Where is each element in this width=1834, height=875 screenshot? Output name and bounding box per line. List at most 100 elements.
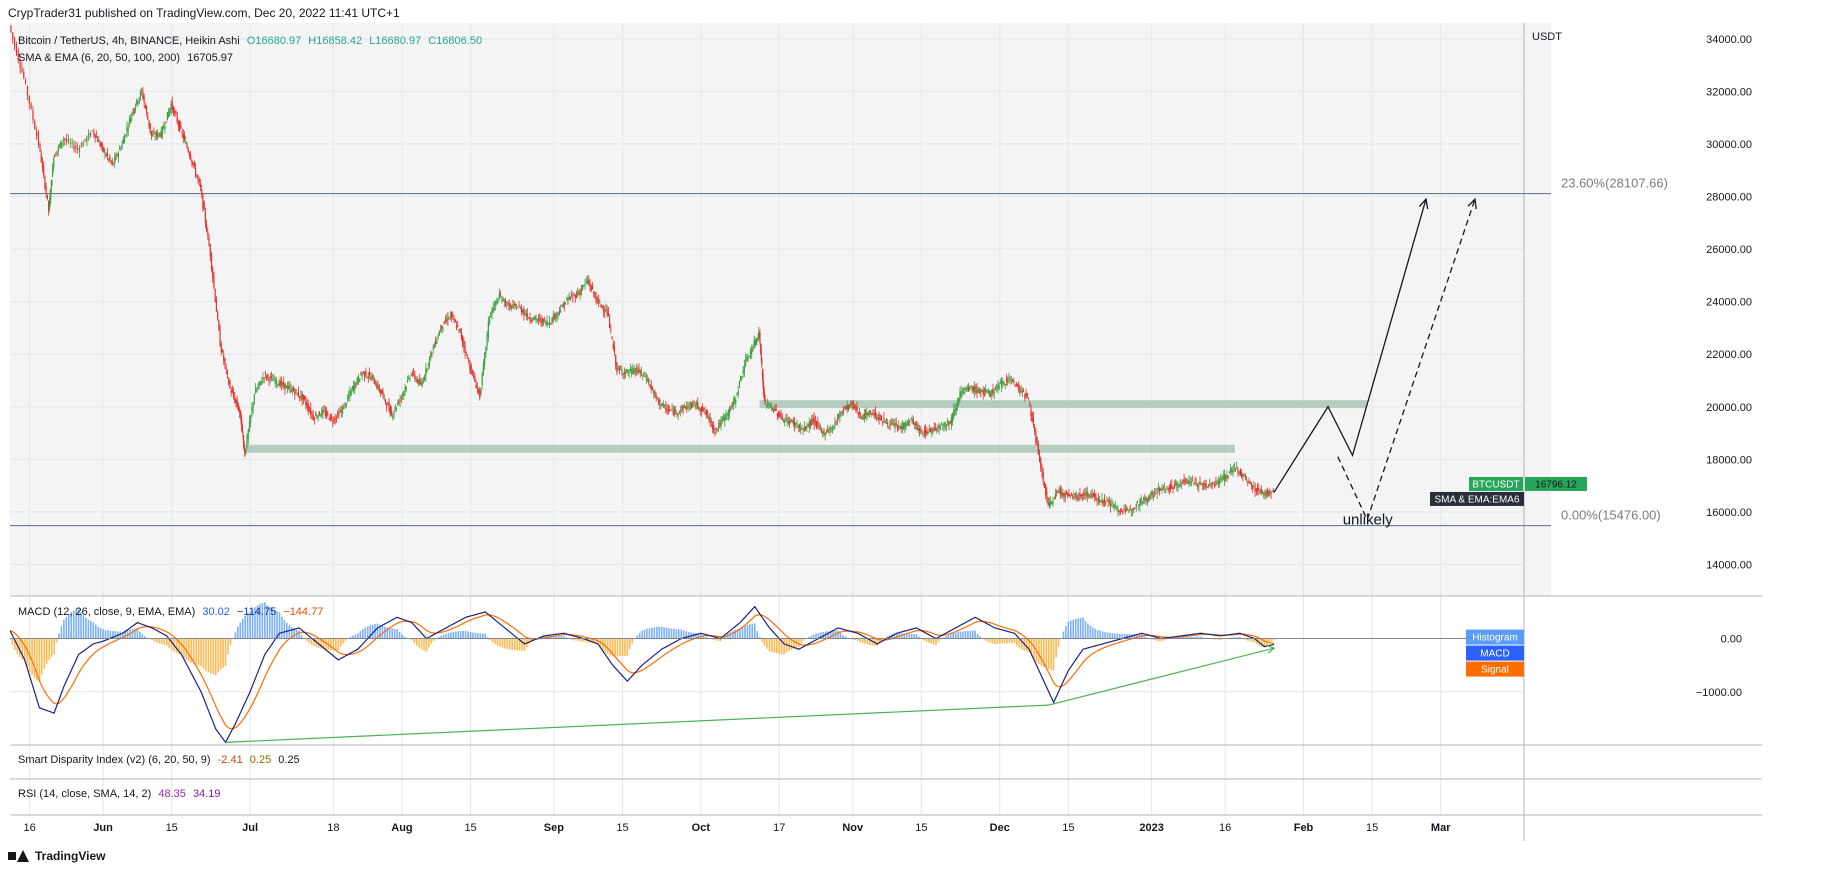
- candle-body: [400, 396, 402, 398]
- candle-body: [214, 289, 216, 302]
- sdi-legend[interactable]: Smart Disparity Index (v2) (6, 20, 50, 9…: [18, 754, 304, 766]
- macd-histogram-bar: [641, 630, 643, 639]
- candle-body: [923, 430, 926, 432]
- macd-histogram-bar: [1268, 638, 1271, 644]
- macd-histogram-bar: [251, 609, 254, 639]
- candle-body: [305, 401, 307, 406]
- candle-body: [250, 415, 252, 423]
- candle-body: [888, 426, 890, 428]
- projection-alt-path[interactable]: [1337, 198, 1476, 522]
- candle-body: [462, 335, 464, 344]
- macd-histogram-bar: [192, 638, 195, 664]
- candle-body: [1261, 491, 1264, 494]
- macd-histogram-bar: [964, 631, 967, 639]
- candle-body: [726, 413, 728, 415]
- candle-body: [430, 351, 432, 358]
- chart-canvas[interactable]: 23.60%(28107.66)0.00%(15476.00)unlikelyU…: [10, 23, 1762, 841]
- candle-body: [901, 425, 903, 429]
- candle-body: [319, 415, 322, 417]
- candle-body: [78, 147, 81, 153]
- candle-body: [983, 389, 986, 392]
- macd-histogram-bar: [134, 628, 136, 639]
- candle-body: [95, 135, 97, 138]
- candle-body: [424, 376, 426, 381]
- candle-body: [159, 134, 161, 137]
- candle-body: [110, 160, 112, 163]
- candle-body: [612, 343, 614, 349]
- macd-histogram-bar: [1055, 638, 1057, 658]
- footer-brand[interactable]: TradingView: [8, 849, 105, 863]
- sma-ema-legend[interactable]: SMA & EMA (6, 20, 50, 100, 200) 16705.97: [18, 52, 237, 64]
- candle-body: [207, 232, 209, 236]
- macd-divergence-line-1[interactable]: [225, 704, 1049, 743]
- candle-body: [229, 380, 231, 388]
- candle-body: [324, 412, 327, 416]
- candle-body: [148, 119, 150, 127]
- candle-body: [232, 391, 235, 398]
- candle-body: [657, 400, 660, 403]
- macd-histogram-bar: [820, 632, 822, 639]
- macd-histogram-bar: [998, 638, 1001, 644]
- candle-body: [703, 408, 705, 410]
- candle-body: [929, 428, 932, 432]
- macd-histogram-bar: [768, 638, 771, 652]
- macd-legend[interactable]: MACD (12, 26, close, 9, EMA, EMA) 30.02 …: [18, 606, 327, 618]
- candle-body: [89, 133, 92, 136]
- macd-histogram-bar: [469, 631, 472, 639]
- macd-histogram-bar: [482, 633, 484, 639]
- time-axis[interactable]: 16 Jun 15 Jul 18 Aug 15 Sep 15 Oct 17 Nov 15 Dec 15 202…: [23, 822, 1451, 834]
- candle-body: [258, 381, 260, 386]
- macd-histogram-bar: [75, 609, 77, 639]
- macd-histogram-bar: [246, 613, 249, 639]
- candle-body: [847, 404, 850, 410]
- annotation-unlikely[interactable]: unlikely: [1343, 512, 1394, 529]
- macd-histogram-bar: [1096, 629, 1099, 639]
- macd-histogram-bar: [1273, 638, 1275, 641]
- candle-body: [1230, 467, 1232, 472]
- time-tick-label: Jun: [93, 822, 113, 834]
- candle-body: [761, 370, 764, 376]
- price-axis[interactable]: USDT 34000.0032000.0030000.0028000.002600…: [1532, 31, 1752, 571]
- macd-histogram-bar: [1074, 618, 1077, 639]
- candle-body: [357, 376, 360, 383]
- symbol-description[interactable]: Bitcoin / TetherUS, 4h, BINANCE, Heikin …: [18, 35, 240, 47]
- macd-histogram-bar: [864, 638, 866, 644]
- macd-histogram-bar: [832, 630, 834, 639]
- candle-body: [1234, 468, 1237, 471]
- candle-body: [982, 390, 984, 395]
- macd-histogram-bar: [452, 631, 455, 639]
- candle-body: [351, 386, 353, 390]
- candle-body: [435, 341, 437, 345]
- projection-main-path[interactable]: [1273, 198, 1427, 493]
- candle-body: [910, 418, 912, 420]
- candle-body: [64, 138, 66, 141]
- candle-body: [239, 409, 241, 413]
- macd-histogram-bar: [437, 637, 440, 639]
- candle-body: [1002, 380, 1004, 384]
- candle-body: [925, 429, 927, 435]
- candle-body: [409, 378, 411, 380]
- candle-body: [1112, 506, 1114, 508]
- candle-body: [339, 411, 341, 413]
- candle-body: [310, 407, 312, 415]
- candle-body: [660, 404, 662, 406]
- macd-histogram-bar: [396, 628, 398, 639]
- candle-body: [560, 310, 562, 313]
- macd-histogram-bar: [771, 638, 773, 653]
- candle-body: [161, 126, 164, 136]
- support-resistance-zone-2[interactable]: [759, 400, 1368, 409]
- candle-body: [138, 97, 140, 102]
- candle-body: [1122, 510, 1124, 514]
- candle-body: [595, 297, 597, 303]
- candle-body: [849, 404, 851, 407]
- macd-histogram-bar: [584, 638, 587, 643]
- candle-body: [491, 309, 493, 315]
- support-resistance-zone-1[interactable]: [245, 444, 1235, 453]
- candle-body: [536, 319, 538, 321]
- macd-divergence-line-2[interactable]: [1048, 647, 1275, 706]
- candle-body: [21, 67, 23, 72]
- candle-body: [752, 346, 754, 351]
- macd-histogram-bar: [249, 611, 251, 639]
- macd-histogram-bar: [244, 615, 246, 639]
- rsi-legend[interactable]: RSI (14, close, SMA, 14, 2) 48.35 34.19: [18, 788, 224, 800]
